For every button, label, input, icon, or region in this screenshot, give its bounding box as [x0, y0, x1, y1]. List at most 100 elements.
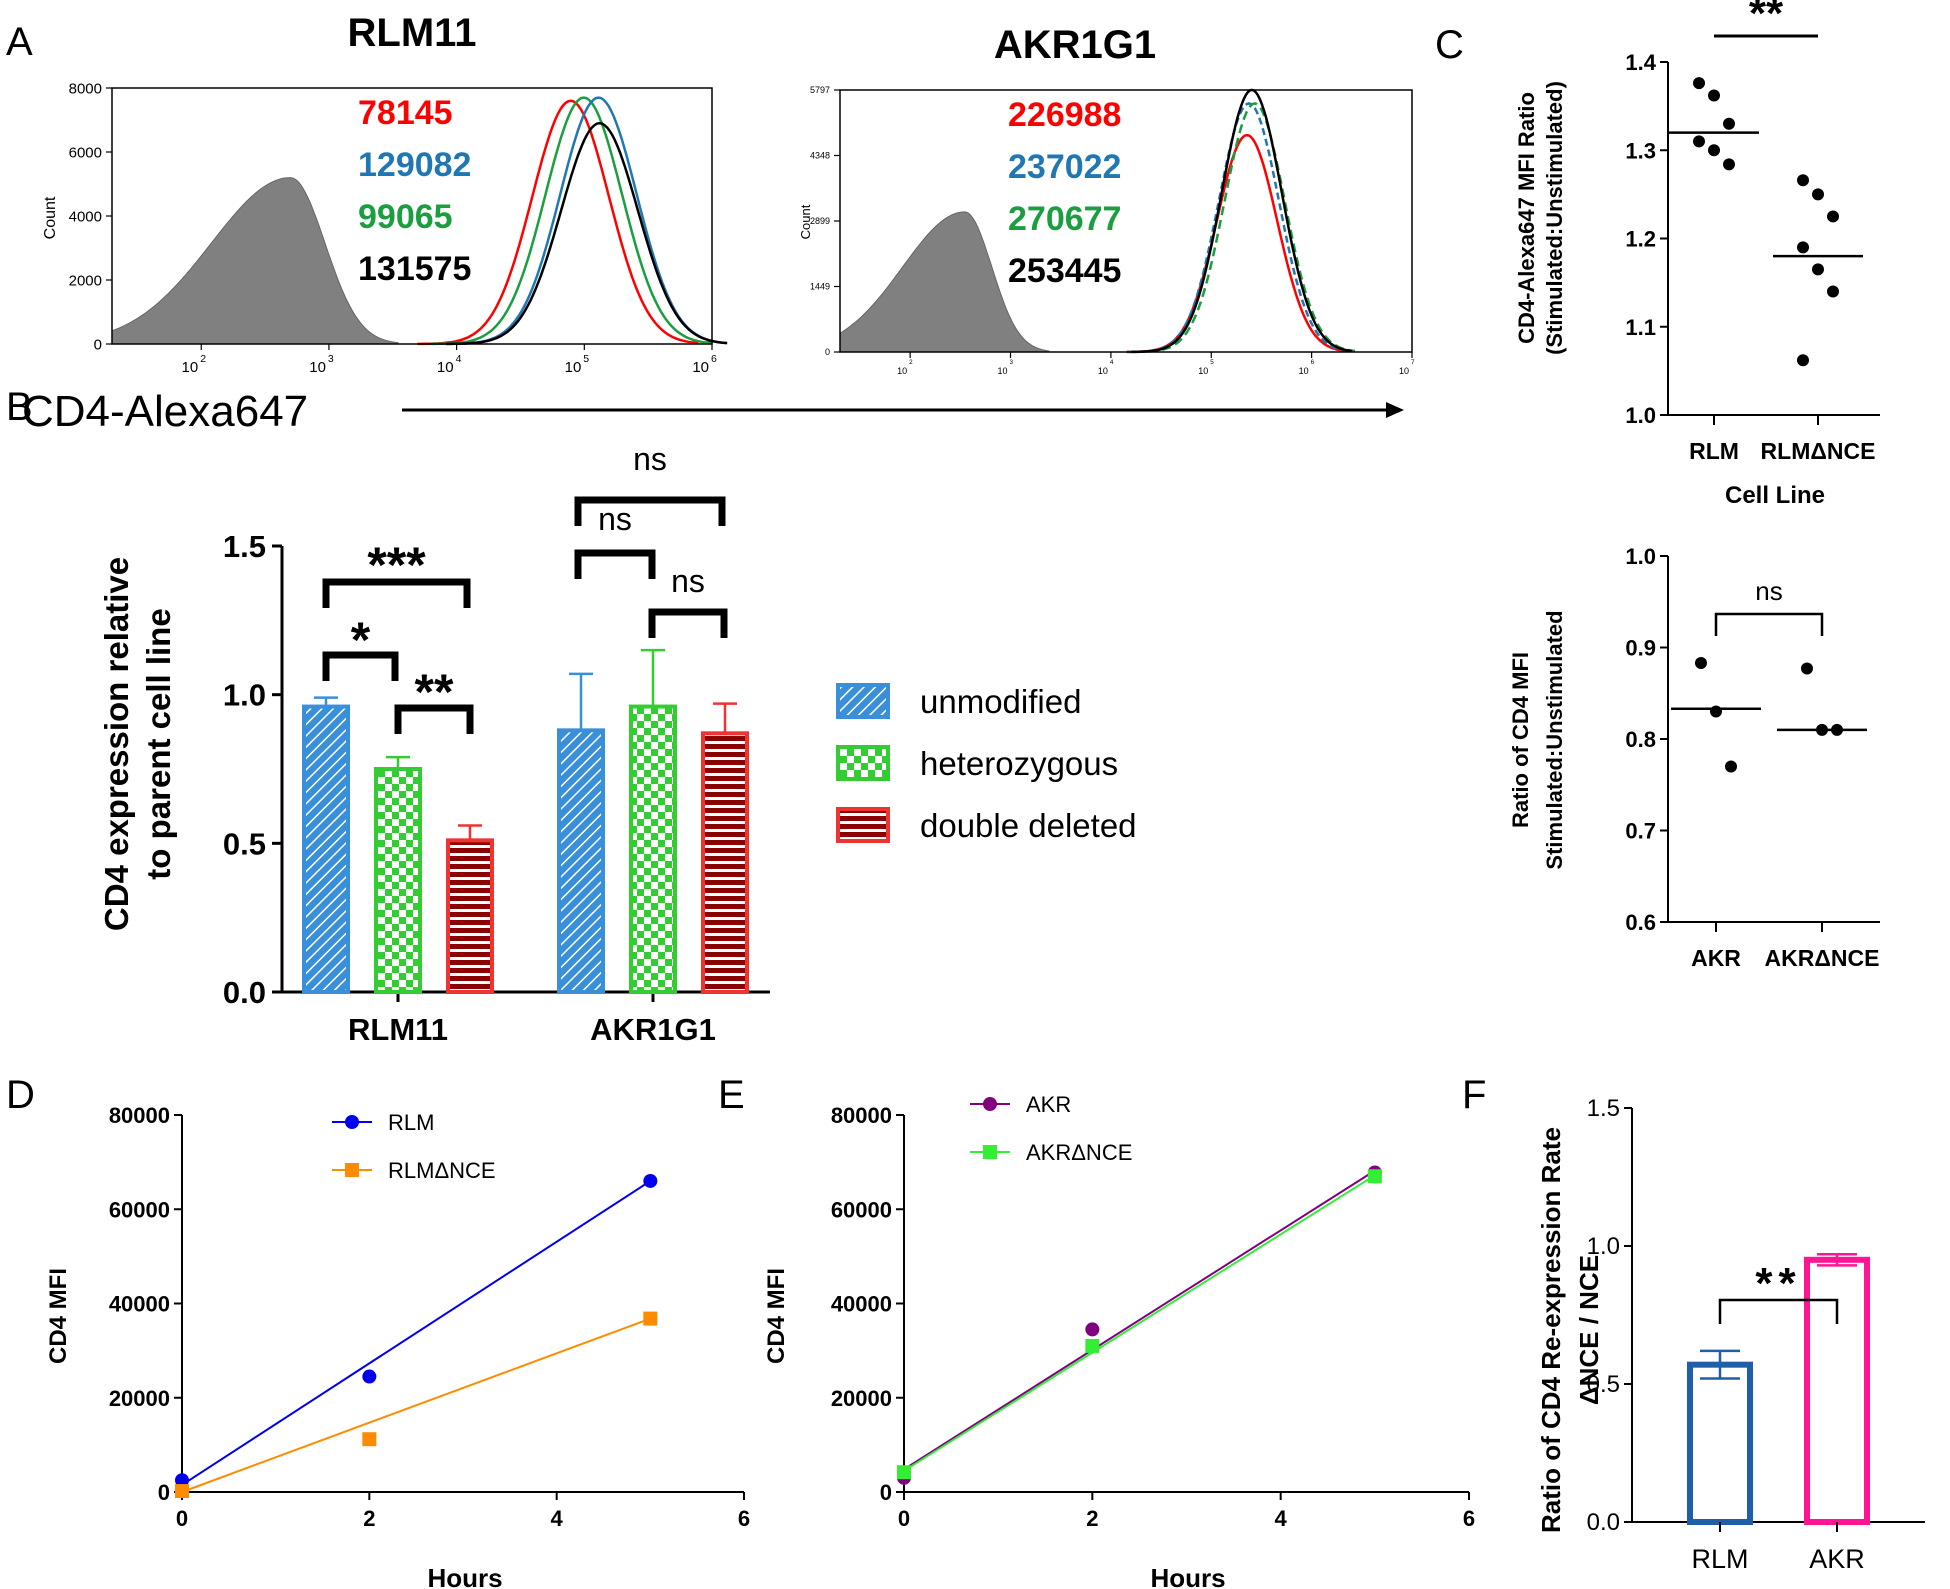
mfi-value-blue: 129082 — [358, 146, 471, 184]
y-tick-label: 6000 — [69, 144, 102, 161]
scatter-rlm-xlabel: Cell Line — [1725, 482, 1825, 509]
significance-label: *** — [367, 537, 426, 593]
legend-label: double deleted — [920, 807, 1137, 844]
x-tick-label: 0 — [898, 1506, 910, 1531]
significance-bracket — [322, 651, 399, 681]
scatter-rlm-ylabel-line2: (Stimulated:Unstimulated) — [1542, 81, 1567, 355]
data-point — [1693, 135, 1705, 148]
legend-marker — [983, 1145, 997, 1159]
legend-marker — [983, 1097, 997, 1111]
y-tick-label: 60000 — [831, 1197, 892, 1222]
histogram-rlm11-title: RLM11 — [348, 11, 477, 55]
data-point — [643, 1173, 658, 1188]
mfi-value-red: 226988 — [1008, 96, 1121, 134]
x-tick-label: 4 — [1275, 1506, 1288, 1531]
x-tick-exponent: 4 — [1110, 359, 1114, 366]
bar-heterozygous — [374, 767, 422, 994]
red-histogram-curve — [417, 99, 699, 346]
data-point — [897, 1465, 911, 1480]
panel-label-c: C — [1435, 23, 1464, 67]
fit-line-circle — [181, 1180, 651, 1486]
y-tick-label: 8000 — [69, 80, 102, 97]
x-category-label: AKR — [1691, 945, 1741, 971]
legend-marker — [345, 1163, 359, 1177]
significance-label: ns — [671, 563, 705, 599]
significance-bracket — [1718, 1298, 1839, 1324]
bar-chart-reexpression: Ratio of CD4 Re-expression Rate ΔNCE / N… — [1536, 1095, 1925, 1574]
x-tick-label: 2 — [363, 1506, 375, 1531]
y-tick-label: 0.9 — [1625, 636, 1656, 661]
panel-label-b: B — [6, 385, 33, 429]
green-histogram-curve — [430, 96, 712, 346]
data-point — [1710, 705, 1722, 718]
bar-chart-reexpression-ylabel-line2: ΔNCE / NCE — [1574, 1255, 1604, 1405]
y-tick-label: 1.0 — [1625, 403, 1656, 428]
y-tick-label: 0 — [94, 336, 102, 353]
significance-bracket — [574, 496, 726, 526]
line-chart-akr-xlabel: Hours — [1150, 1563, 1225, 1589]
data-point — [1827, 210, 1839, 223]
y-tick-label: 0.6 — [1625, 910, 1656, 935]
data-point — [1708, 89, 1720, 102]
y-tick-label: 60000 — [109, 1197, 170, 1222]
panel-label-e: E — [718, 1073, 745, 1117]
cd4-axis-arrow — [402, 402, 1404, 418]
y-tick-label: 0 — [880, 1480, 892, 1505]
y-tick-label: 0.8 — [1625, 727, 1656, 752]
x-tick-base: 10 — [998, 366, 1008, 376]
mfi-value-red: 78145 — [358, 94, 453, 132]
x-tick-exponent: 2 — [200, 353, 206, 365]
unstained-control-peak — [839, 211, 1050, 353]
histogram-akr1g1-ylabel: Count — [798, 204, 813, 239]
scatter-rlm-ratio: CD4-Alexa647 MFI Ratio (Stimulated:Unsti… — [1514, 0, 1880, 509]
y-tick-label: 1.5 — [1587, 1095, 1620, 1122]
bar-chart-cd4-expression: CD4 expression relative to parent cell l… — [98, 441, 1137, 1047]
x-tick-base: 10 — [1299, 366, 1309, 376]
y-tick-label: 1.3 — [1625, 138, 1656, 163]
x-tick-base: 10 — [182, 359, 199, 376]
line-chart-rlm: CD4 MFI Hours 0 20000 40000 60000 80000 0 2 4 6 R… — [45, 1103, 750, 1589]
black-histogram-curve — [1131, 88, 1353, 354]
data-point — [1085, 1338, 1100, 1353]
x-tick-base: 10 — [437, 359, 454, 376]
line-chart-akr-ylabel: CD4 MFI — [763, 1268, 790, 1364]
x-tick-base: 10 — [692, 359, 709, 376]
y-tick-label: 1.1 — [1625, 315, 1656, 340]
data-point — [1693, 77, 1705, 90]
x-category-label: RLM11 — [348, 1012, 448, 1047]
bar-chart-ylabel-line1: CD4 expression relative — [98, 557, 135, 931]
legend-swatch-double-deleted — [836, 807, 890, 843]
data-point — [1725, 760, 1737, 773]
legend-label: RLMΔNCE — [388, 1158, 496, 1183]
significance-bracket — [574, 549, 656, 579]
legend-marker — [345, 1115, 359, 1129]
data-point — [1085, 1322, 1100, 1337]
data-point — [1367, 1169, 1382, 1184]
scatter-akr-ylabel-line2: Stimulated:Unstimulated — [1542, 610, 1567, 869]
mfi-value-green: 270677 — [1008, 200, 1121, 238]
legend-label: heterozygous — [920, 745, 1118, 782]
data-point — [1801, 662, 1813, 675]
histogram-rlm11-ylabel: Count — [42, 196, 59, 239]
data-point — [1723, 117, 1735, 130]
y-tick-label: 0.7 — [1625, 819, 1656, 844]
legend-swatch-unmodified — [836, 683, 890, 719]
bar-rlm — [1687, 1361, 1753, 1526]
y-tick-label: 2899 — [810, 216, 830, 226]
y-tick-label: 1.0 — [1587, 1233, 1620, 1260]
y-tick-label: 20000 — [109, 1386, 170, 1411]
x-tick-exponent: 6 — [1311, 359, 1315, 366]
bar-double-deleted — [446, 838, 494, 994]
legend-label: RLM — [388, 1110, 434, 1135]
mfi-value-blue: 237022 — [1008, 148, 1121, 186]
x-category-label: AKRΔNCE — [1765, 945, 1880, 971]
y-tick-label: 80000 — [109, 1103, 170, 1128]
mfi-value-black: 131575 — [358, 250, 471, 288]
x-tick-base: 10 — [897, 366, 907, 376]
bar-heterozygous — [629, 704, 677, 994]
data-point — [1708, 144, 1720, 157]
x-category-label: RLM — [1689, 438, 1739, 464]
data-point — [362, 1432, 377, 1447]
